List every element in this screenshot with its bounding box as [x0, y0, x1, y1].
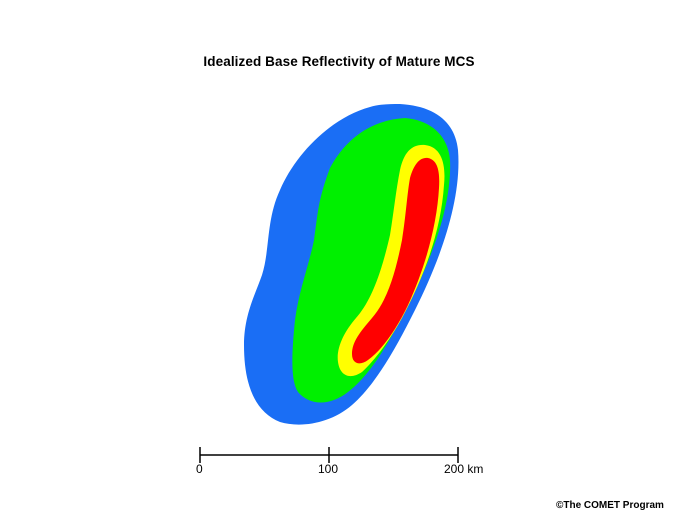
figure-title: Idealized Base Reflectivity of Mature MC… — [203, 54, 475, 69]
intense-reflectivity-core — [352, 157, 440, 364]
scale-bar — [199, 447, 459, 463]
copyright-credit: ©The COMET Program — [556, 500, 664, 511]
scale-label-100: 100 — [318, 462, 339, 476]
scale-label-0: 0 — [196, 462, 203, 476]
scale-label-200-km: 200 km — [444, 462, 484, 476]
